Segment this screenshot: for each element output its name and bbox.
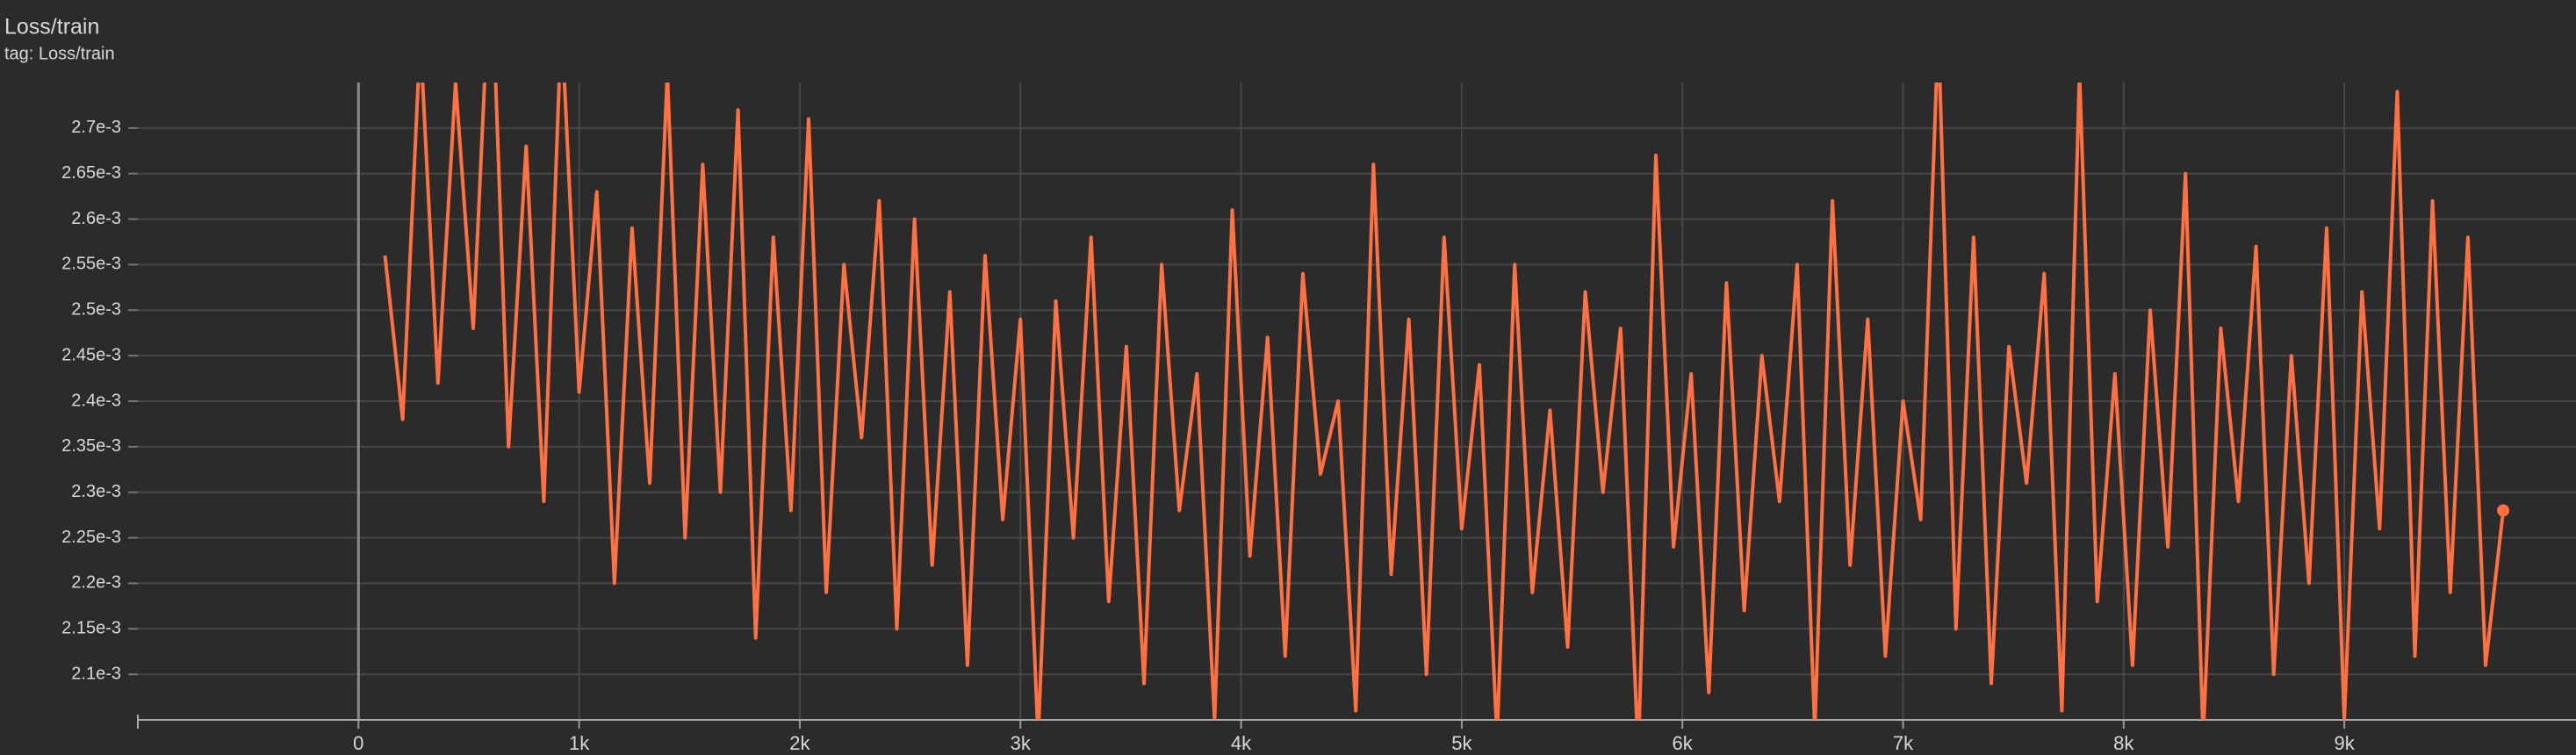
x-tick-label: 0: [353, 732, 363, 754]
loss-line: [383, 83, 2506, 720]
x-tick-label: 5k: [1451, 732, 1472, 754]
x-tick-label: 2k: [789, 732, 810, 754]
y-tick-label: 2.6e-3: [71, 209, 121, 228]
y-tick-label: 2.15e-3: [61, 619, 121, 638]
last-point: [2497, 504, 2510, 517]
y-tick-label: 2.4e-3: [71, 391, 121, 410]
x-tick-label: 8k: [2113, 732, 2134, 754]
chart-subtitle: tag: Loss/train: [4, 44, 115, 63]
y-tick-label: 2.45e-3: [61, 345, 121, 364]
y-tick-label: 2.25e-3: [61, 528, 121, 547]
y-tick-label: 2.3e-3: [71, 482, 121, 501]
y-tick-label: 2.65e-3: [61, 163, 121, 183]
x-tick-label: 6k: [1673, 732, 1694, 754]
chart-title: Loss/train: [4, 15, 99, 40]
plot-area: [383, 83, 2510, 720]
y-tick-label: 2.35e-3: [61, 436, 121, 456]
x-tick-label: 7k: [1893, 732, 1914, 754]
x-tick-label: 3k: [1011, 732, 1032, 754]
y-tick-label: 2.1e-3: [71, 664, 121, 683]
y-tick-label: 2.2e-3: [71, 573, 121, 593]
y-tick-label: 2.7e-3: [71, 118, 121, 137]
x-tick-label: 9k: [2334, 732, 2355, 754]
y-tick-label: 2.55e-3: [61, 255, 121, 274]
x-tick-label: 1k: [569, 732, 590, 754]
x-tick-label: 4k: [1231, 732, 1252, 754]
y-tick-label: 2.5e-3: [71, 300, 121, 320]
